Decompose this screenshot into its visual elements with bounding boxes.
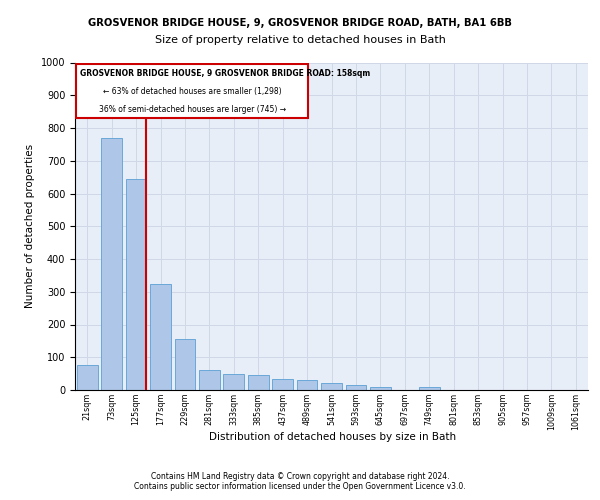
Text: 36% of semi-detached houses are larger (745) →: 36% of semi-detached houses are larger (…: [98, 105, 286, 114]
Bar: [248, 376, 269, 390]
Bar: [175, 339, 196, 390]
Bar: [77, 366, 98, 390]
Bar: [76, 64, 308, 118]
Bar: [223, 374, 244, 390]
Text: Size of property relative to detached houses in Bath: Size of property relative to detached ho…: [155, 35, 445, 45]
Text: Contains public sector information licensed under the Open Government Licence v3: Contains public sector information licen…: [134, 482, 466, 491]
Bar: [272, 378, 293, 390]
Bar: [321, 384, 342, 390]
Bar: [101, 138, 122, 390]
Bar: [296, 380, 317, 390]
Text: ← 63% of detached houses are smaller (1,298): ← 63% of detached houses are smaller (1,…: [103, 87, 281, 96]
Bar: [150, 284, 171, 390]
Text: GROSVENOR BRIDGE HOUSE, 9 GROSVENOR BRIDGE ROAD: 158sqm: GROSVENOR BRIDGE HOUSE, 9 GROSVENOR BRID…: [80, 69, 370, 78]
Text: Distribution of detached houses by size in Bath: Distribution of detached houses by size …: [209, 432, 457, 442]
Text: Contains HM Land Registry data © Crown copyright and database right 2024.: Contains HM Land Registry data © Crown c…: [151, 472, 449, 481]
Y-axis label: Number of detached properties: Number of detached properties: [25, 144, 35, 308]
Bar: [419, 388, 440, 390]
Bar: [125, 179, 146, 390]
Bar: [346, 385, 367, 390]
Bar: [199, 370, 220, 390]
Text: GROSVENOR BRIDGE HOUSE, 9, GROSVENOR BRIDGE ROAD, BATH, BA1 6BB: GROSVENOR BRIDGE HOUSE, 9, GROSVENOR BRI…: [88, 18, 512, 28]
Bar: [370, 388, 391, 390]
